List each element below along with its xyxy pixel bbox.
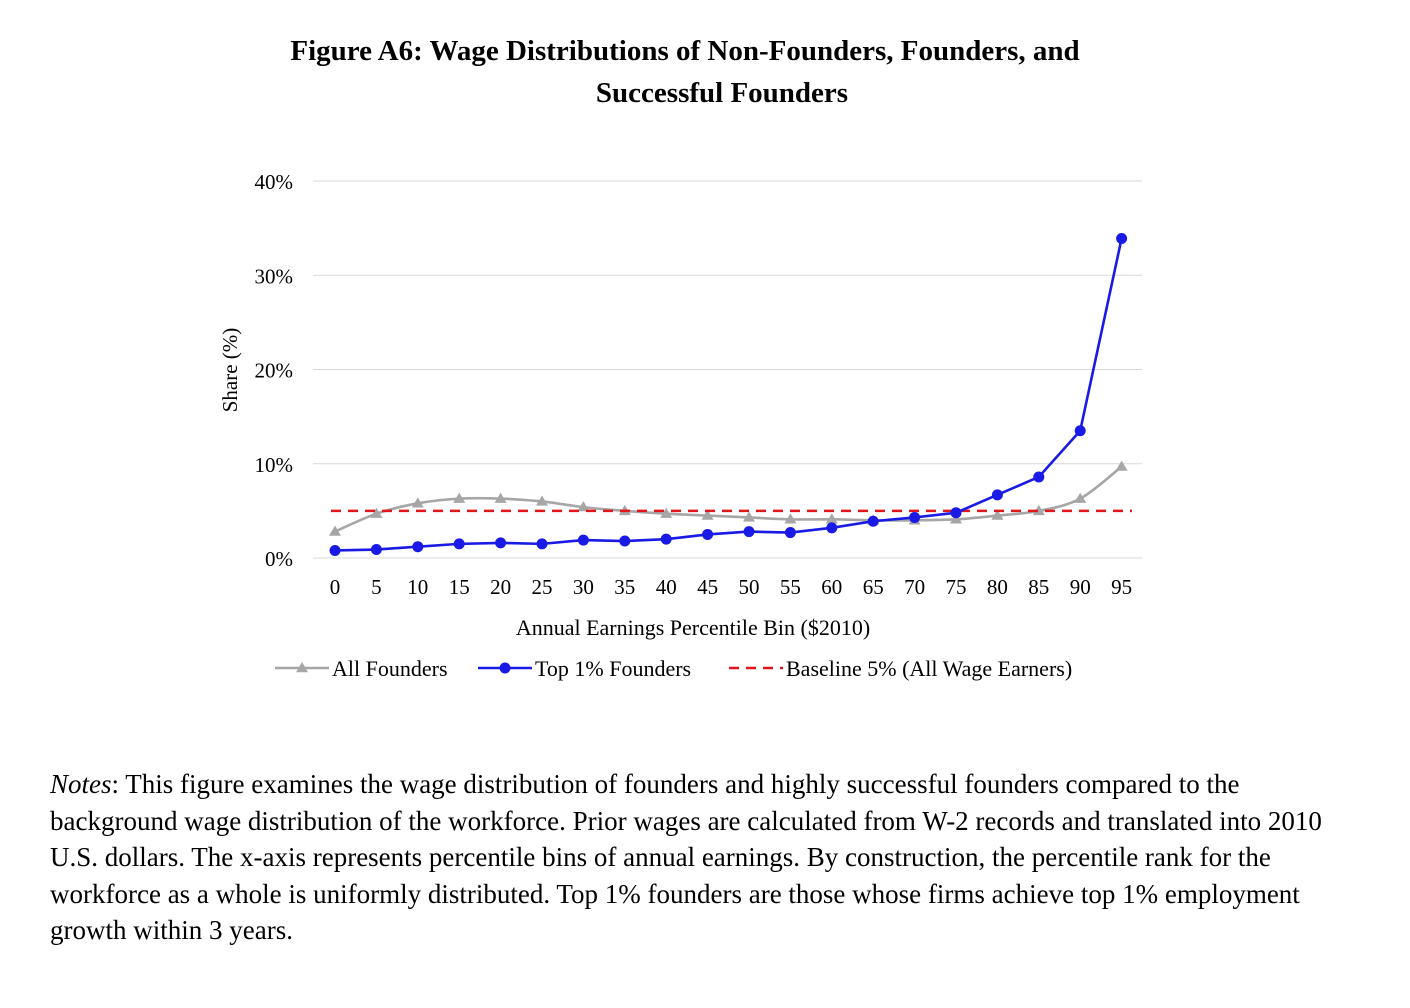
y-axis-label: Share (%): [218, 328, 242, 413]
data-point-triangle: [701, 509, 714, 520]
x-tick-label: 45: [697, 575, 718, 599]
data-point-circle: [867, 515, 879, 527]
data-point-triangle: [950, 513, 962, 524]
x-axis-label: Annual Earnings Percentile Bin ($2010): [516, 615, 870, 640]
x-tick-label: 30: [573, 575, 594, 599]
notes-label: Notes: [50, 769, 112, 799]
x-tick-label: 40: [656, 575, 677, 599]
x-tick-label: 25: [532, 575, 553, 599]
x-tick-label: 20: [490, 575, 511, 599]
x-tick-label: 80: [987, 575, 1008, 599]
legend: All Founders Top 1% Founders Baseline 5% (…: [275, 656, 1072, 681]
figure-notes: Notes: This figure examines the wage dis…: [50, 766, 1370, 949]
data-point-circle: [826, 522, 838, 534]
data-series: [329, 232, 1132, 556]
legend-label: Baseline 5% (All Wage Earners): [786, 656, 1072, 681]
data-point-circle: [619, 535, 631, 547]
legend-label: Top 1% Founders: [535, 656, 691, 681]
data-point-circle: [412, 541, 424, 553]
series-line: [334, 238, 1123, 552]
x-tick-label: 15: [449, 575, 470, 599]
data-point-triangle: [370, 507, 383, 518]
series-top-1-founders: [329, 232, 1128, 556]
data-point-circle: [743, 526, 755, 538]
data-point-circle: [370, 544, 382, 556]
line-chart: 0% 10% 20% 30% 40% 0 5 10 15 20 25 30 35 40 45 50 55 60 6…: [218, 170, 1142, 681]
data-point-triangle: [1074, 492, 1087, 503]
x-tick-label: 35: [614, 575, 635, 599]
y-tick-label: 40%: [255, 170, 294, 194]
legend-item-top-1-founders: Top 1% Founders: [478, 656, 691, 681]
series-all-founders: [329, 460, 1128, 536]
x-tick-label: 55: [780, 575, 801, 599]
data-point-triangle: [536, 495, 548, 506]
data-point-triangle: [411, 497, 424, 508]
legend-item-baseline-5-all-wage-earners-: Baseline 5% (All Wage Earners): [729, 656, 1072, 681]
data-point-triangle: [660, 507, 673, 518]
notes-text: : This figure examines the wage distribu…: [50, 769, 1322, 945]
x-tick-label: 5: [371, 575, 382, 599]
figure-title-line-1: Figure A6: Wage Distributions of Non-Fou…: [290, 35, 1080, 67]
data-point-triangle: [453, 492, 466, 503]
data-point-circle: [909, 511, 921, 523]
data-point-triangle: [743, 511, 755, 522]
data-point-triangle: [494, 492, 507, 503]
data-point-circle: [329, 544, 341, 556]
data-point-circle: [495, 537, 507, 549]
y-tick-label: 20%: [255, 359, 294, 383]
data-point-triangle: [991, 509, 1004, 520]
data-point-circle: [577, 534, 589, 546]
x-tick-label: 95: [1111, 575, 1132, 599]
x-tick-label: 75: [946, 575, 967, 599]
legend-item-all-founders: All Founders: [275, 656, 448, 681]
data-point-circle: [1033, 471, 1045, 483]
data-point-circle: [536, 538, 548, 550]
x-tick-label: 10: [407, 575, 428, 599]
x-tick-label: 90: [1070, 575, 1091, 599]
series-line: [334, 465, 1123, 533]
x-axis-tick-labels: 0 5 10 15 20 25 30 35 40 45 50 55 60 65 70 75 80 85 90 95: [330, 575, 1132, 599]
x-tick-label: 50: [739, 575, 760, 599]
figure-title-line-2: Successful Founders: [595, 77, 849, 109]
legend-marker-circle: [499, 662, 511, 674]
data-point-circle: [950, 507, 962, 519]
figure-title: Figure A6: Wage Distributions of Non-Fou…: [0, 30, 1410, 114]
data-point-circle: [1116, 232, 1128, 244]
y-tick-label: 0%: [265, 547, 293, 571]
data-point-circle: [660, 533, 672, 545]
y-tick-label: 10%: [255, 453, 294, 477]
data-point-circle: [453, 538, 465, 550]
data-point-triangle: [1115, 460, 1128, 471]
x-tick-label: 85: [1028, 575, 1049, 599]
data-point-triangle: [577, 501, 590, 512]
data-point-circle: [702, 528, 714, 540]
x-tick-label: 70: [904, 575, 925, 599]
x-tick-label: 0: [330, 575, 341, 599]
data-point-circle: [991, 489, 1003, 501]
data-point-triangle: [784, 513, 797, 524]
data-point-circle: [1074, 425, 1086, 437]
data-point-circle: [784, 527, 796, 539]
data-point-triangle: [329, 525, 341, 536]
legend-marker-triangle: [296, 662, 308, 673]
x-tick-label: 60: [821, 575, 842, 599]
gridlines: [313, 180, 1142, 559]
data-point-triangle: [1032, 504, 1045, 516]
legend-label: All Founders: [332, 656, 448, 681]
x-tick-label: 65: [863, 575, 884, 599]
y-axis-tick-labels: 0% 10% 20% 30% 40%: [255, 170, 294, 571]
data-point-triangle: [825, 513, 838, 524]
y-tick-label: 30%: [255, 264, 294, 288]
